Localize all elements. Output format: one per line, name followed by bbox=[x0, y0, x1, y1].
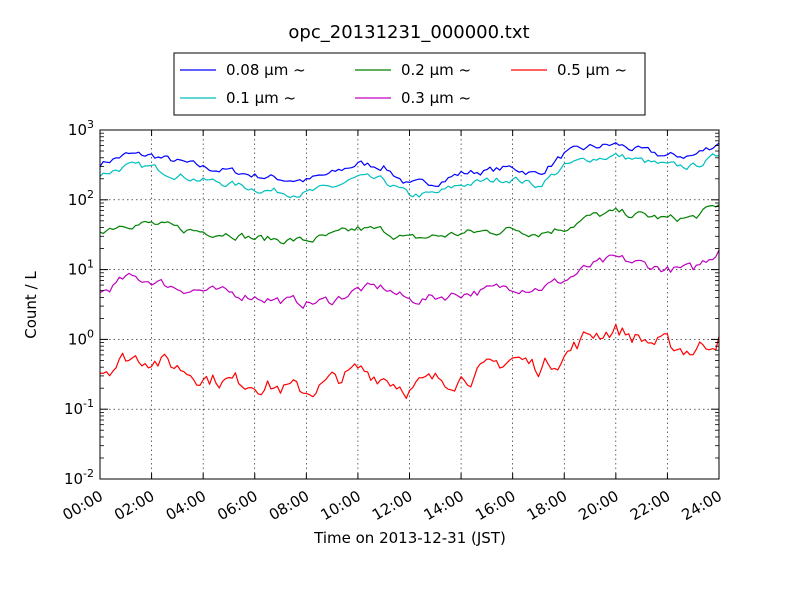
y-axis-label: Count / L bbox=[22, 271, 40, 339]
y-tick-label: 103 bbox=[68, 118, 94, 139]
chart-title: opc_20131231_000000.txt bbox=[288, 22, 529, 43]
legend-label: 0.5 μm ~ bbox=[557, 61, 627, 79]
plot-area bbox=[99, 142, 720, 399]
y-tick-label: 10-2 bbox=[64, 467, 94, 488]
axis-ticks bbox=[99, 129, 720, 480]
x-axis-label: Time on 2013-12-31 (JST) bbox=[313, 529, 506, 547]
legend-label: 0.1 μm ~ bbox=[226, 89, 296, 107]
legend-label: 0.3 μm ~ bbox=[401, 89, 471, 107]
series-line bbox=[99, 323, 720, 399]
y-tick-label: 100 bbox=[68, 327, 94, 348]
series-line bbox=[99, 249, 720, 309]
legend-box bbox=[173, 52, 646, 116]
y-tick-label: 102 bbox=[68, 188, 94, 209]
legend-label: 0.08 μm ~ bbox=[226, 61, 306, 79]
y-tick-label: 10-1 bbox=[64, 397, 94, 418]
series-line bbox=[99, 142, 720, 187]
series-line bbox=[99, 204, 720, 245]
y-tick-labels: 10-2 10-1 100 101 102 103 bbox=[64, 118, 94, 488]
legend-label: 0.2 μm ~ bbox=[401, 61, 471, 79]
y-tick-label: 101 bbox=[68, 258, 94, 279]
legend: 0.08 μm ~ 0.1 μm ~ 0.2 μm ~ 0.3 μm ~ 0.5 μm … bbox=[173, 52, 646, 116]
series-line bbox=[99, 152, 720, 199]
